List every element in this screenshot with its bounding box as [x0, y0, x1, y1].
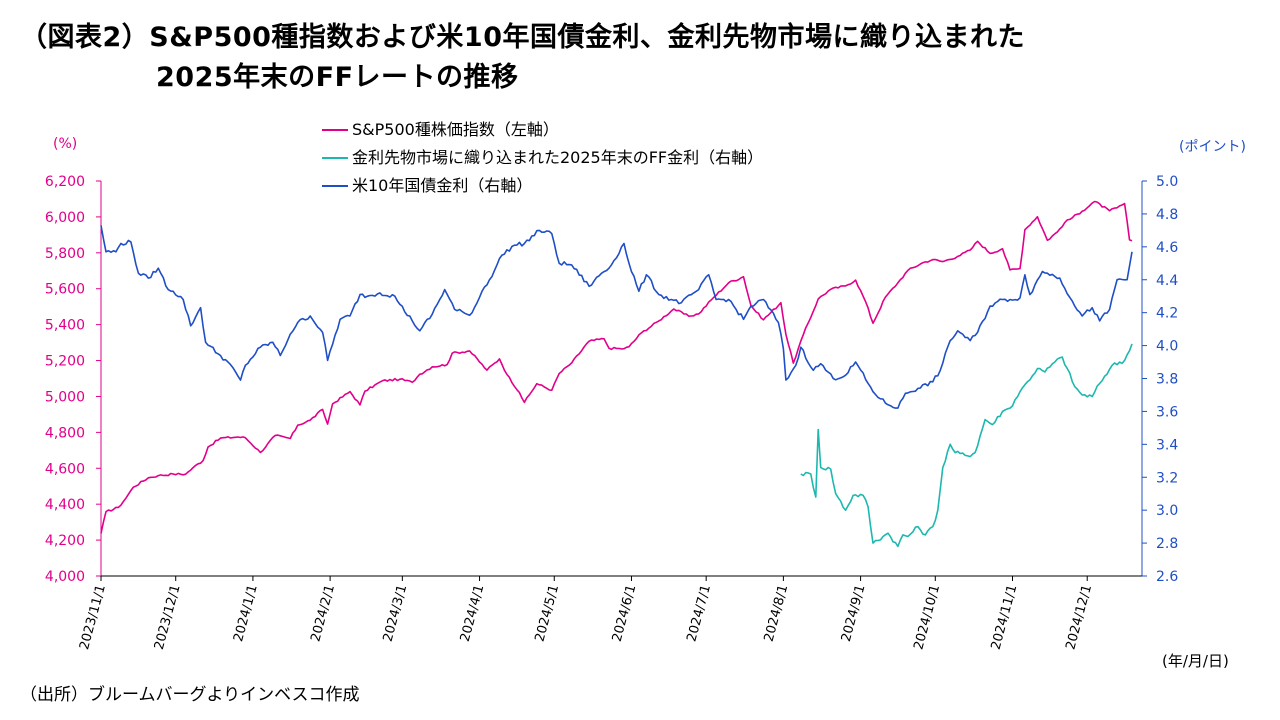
- right-tick-label: 4.4: [1156, 273, 1178, 289]
- right-tick-label: 3.4: [1156, 437, 1178, 453]
- x-tick-label: 2024/9/1: [839, 583, 869, 643]
- left-tick-label: 4,200: [45, 533, 85, 549]
- left-tick-label: 5,600: [45, 282, 85, 298]
- left-axis-unit: (%): [53, 136, 78, 152]
- right-tick-label: 3.6: [1156, 404, 1178, 420]
- x-tick-label: 2024/7/1: [684, 583, 714, 643]
- legend-label-sp500: S&P500種株価指数（左軸）: [352, 120, 559, 139]
- right-tick-label: 4.6: [1156, 240, 1178, 256]
- x-tick-label: 2024/10/1: [911, 583, 943, 651]
- x-tick-label: 2024/6/1: [610, 583, 640, 643]
- series-line-us10y: [100, 225, 1133, 409]
- x-tick-label: 2023/11/1: [77, 583, 109, 651]
- left-tick-label: 4,000: [45, 569, 85, 585]
- x-tick-label: 2024/4/1: [458, 583, 488, 643]
- left-tick-label: 5,400: [45, 318, 85, 334]
- x-tick-label: 2024/1/1: [231, 583, 261, 643]
- chart-title: （図表2）S&P500種指数および米10年国債金利、金利先物市場に織り込まれた …: [20, 18, 1025, 98]
- legend-swatch-sp500: [322, 129, 348, 131]
- right-tick-label: 2.6: [1156, 569, 1178, 585]
- legend-item-us10y: 米10年国債金利（右軸）: [322, 172, 763, 200]
- right-tick-label: 2.8: [1156, 536, 1178, 552]
- x-tick-label: 2023/12/1: [152, 583, 184, 651]
- left-tick-label: 6,000: [45, 210, 85, 226]
- legend-label-ff-rate: 金利先物市場に織り込まれた2025年末のFF金利（右軸）: [352, 148, 764, 167]
- x-tick-label: 2024/3/1: [381, 583, 411, 643]
- left-tick-label: 4,800: [45, 425, 85, 441]
- legend-label-us10y: 米10年国債金利（右軸）: [352, 176, 533, 195]
- x-tick-label: 2024/2/1: [308, 583, 338, 643]
- x-tick-label: 2024/12/1: [1063, 583, 1095, 651]
- x-tick-label: 2024/11/1: [989, 583, 1021, 651]
- legend-item-sp500: S&P500種株価指数（左軸）: [322, 116, 763, 144]
- chart-legend: S&P500種株価指数（左軸） 金利先物市場に織り込まれた2025年末のFF金利…: [322, 116, 763, 200]
- right-tick-label: 5.0: [1156, 174, 1178, 190]
- right-tick-label: 3.0: [1156, 503, 1178, 519]
- series-line-sp500: [100, 200, 1133, 534]
- right-tick-label: 4.2: [1156, 306, 1178, 322]
- left-tick-label: 4,600: [45, 461, 85, 477]
- right-tick-label: 4.0: [1156, 339, 1178, 355]
- right-tick-label: 3.2: [1156, 470, 1178, 486]
- x-tick-label: 2024/5/1: [533, 583, 563, 643]
- left-tick-label: 5,200: [45, 354, 85, 370]
- series-line-ff-rate: [800, 343, 1133, 548]
- left-tick-label: 5,800: [45, 246, 85, 262]
- legend-swatch-us10y: [322, 185, 348, 187]
- title-line-1: （図表2）S&P500種指数および米10年国債金利、金利先物市場に織り込まれた: [20, 22, 1025, 53]
- left-tick-label: 6,200: [45, 174, 85, 190]
- x-axis-unit: (年/月/日): [1162, 652, 1229, 670]
- right-axis-unit: (ポイント): [1179, 139, 1246, 155]
- left-tick-label: 4,400: [45, 497, 85, 513]
- source-note: （出所）ブルームバーグよりインベスコ作成: [20, 685, 360, 705]
- title-line-2: 2025年末のFFレートの推移: [156, 62, 519, 93]
- right-tick-label: 4.8: [1156, 207, 1178, 223]
- legend-swatch-ff-rate: [322, 157, 348, 159]
- x-tick-label: 2024/8/1: [762, 583, 792, 643]
- legend-item-ff-rate: 金利先物市場に織り込まれた2025年末のFF金利（右軸）: [322, 144, 763, 172]
- left-tick-label: 5,000: [45, 389, 85, 405]
- right-tick-label: 3.8: [1156, 372, 1178, 388]
